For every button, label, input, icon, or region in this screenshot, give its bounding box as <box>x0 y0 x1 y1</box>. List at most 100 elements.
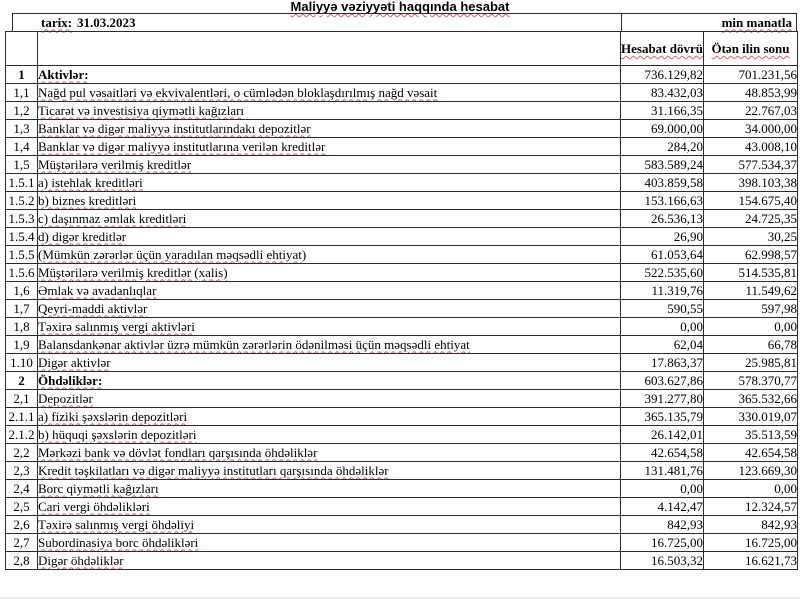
row-label: Digər aktivlər <box>37 353 621 372</box>
table-row: 2.1.1 a) fiziki şəxslərin depozitləri 365.… <box>5 407 798 426</box>
table-row: 2,2 Mərkəzi bank və dövlət fondları qarşı… <box>5 443 798 462</box>
page-title-text: Maliyyə vəziyyəti haqqında hesabat <box>290 0 510 14</box>
row-number: 1.5.4 <box>5 227 38 246</box>
row-label: c) daşınmaz əmlak kreditləri <box>37 209 621 228</box>
row-number: 2 <box>5 371 38 390</box>
row-current-value: 590,55 <box>620 299 704 318</box>
row-previous-value: 42.654,58 <box>703 443 798 462</box>
row-current-value: 0,00 <box>620 479 704 498</box>
row-number: 2,3 <box>5 461 38 480</box>
table-row: 1.5.4 d) digər kreditlər 26,90 30,25 <box>5 227 798 246</box>
row-previous-value: 22.767,03 <box>703 101 798 120</box>
unit-label-cell: min manatla <box>622 14 796 31</box>
row-current-value: 403.859,58 <box>620 173 704 192</box>
row-number: 1,4 <box>5 137 38 156</box>
row-label: Təxirə salınmış vergi aktivləri <box>37 317 621 336</box>
row-current-value: 62,04 <box>620 335 704 354</box>
table-row: 1,2 Ticarət və investisiya qiymətli kağız… <box>5 101 798 120</box>
table-row: 1,3 Banklar və digər maliyyə institutları… <box>5 119 798 138</box>
table-row: 2,5 Cari vergi öhdəlikləri 4.142,47 12.324,… <box>5 497 798 516</box>
row-label: Öhdəliklər: <box>37 371 621 390</box>
row-label: Subordinasiya borc öhdəlikləri <box>37 533 621 552</box>
row-label: Müştərilərə verilmiş kreditlər <box>37 155 621 174</box>
row-previous-value: 34.000,00 <box>703 119 798 138</box>
row-current-value: 131.481,76 <box>620 461 704 480</box>
table-row: 1.5.2 b) biznes kreditləri 153.166,63 154.6… <box>5 191 798 210</box>
row-number: 1.5.5 <box>5 245 38 264</box>
row-number: 2,2 <box>5 443 38 462</box>
row-label: b) hüquqi şəxslərin depozitləri <box>37 425 621 444</box>
row-current-value: 736.129,82 <box>620 65 704 84</box>
row-number: 2,1 <box>5 389 38 408</box>
table-row: 2 Öhdəliklər: 603.627,86 578.370,77 <box>5 371 798 390</box>
row-label: Müştərilərə verilmiş kreditlər (xalis) <box>37 263 621 282</box>
table-row: 1,1 Nağd pul vəsaitləri və ekvivalentləri… <box>5 83 798 102</box>
row-previous-value: 577.534,37 <box>703 155 798 174</box>
row-number: 1,3 <box>5 119 38 138</box>
row-number: 1,9 <box>5 335 38 354</box>
row-current-value: 842,93 <box>620 515 704 534</box>
row-current-value: 365.135,79 <box>620 407 704 426</box>
row-current-value: 16.725,00 <box>620 533 704 552</box>
header-current-period: Hesabat dövrü <box>620 31 704 66</box>
header-description-cell <box>37 31 621 66</box>
table-row: 2,3 Kredit təşkilatları və digər maliyyə … <box>5 461 798 480</box>
table-header-row: Hesabat dövrü Ötən ilin sonu <box>5 31 798 66</box>
row-label: Nağd pul vəsaitləri və ekvivalentləri, o… <box>37 83 621 102</box>
row-previous-value: 842,93 <box>703 515 798 534</box>
row-label: a) istehlak kreditləri <box>37 173 621 192</box>
table-body: 1 Aktivlər: 736.129,82 701.231,56 1,1 Nağd pu… <box>5 65 798 570</box>
row-previous-value: 330.019,07 <box>703 407 798 426</box>
row-current-value: 83.432,03 <box>620 83 704 102</box>
row-previous-value: 123.669,30 <box>703 461 798 480</box>
row-previous-value: 578.370,77 <box>703 371 798 390</box>
row-number: 1.5.2 <box>5 191 38 210</box>
row-label: b) biznes kreditləri <box>37 191 621 210</box>
row-label: Digər öhdəliklər <box>37 551 621 570</box>
row-previous-value: 43.008,10 <box>703 137 798 156</box>
row-label: a) fiziki şəxslərin depozitləri <box>37 407 621 426</box>
row-previous-value: 16.725,00 <box>703 533 798 552</box>
row-current-value: 522.535,60 <box>620 263 704 282</box>
row-current-value: 284,20 <box>620 137 704 156</box>
row-previous-value: 365.532,66 <box>703 389 798 408</box>
row-label: Qeyri-maddi aktivlər <box>37 299 621 318</box>
row-current-value: 0,00 <box>620 317 704 336</box>
meta-row: tarix: 31.03.2023 min manatla <box>12 13 797 32</box>
table-row: 1.5.6 Müştərilərə verilmiş kreditlər (xal… <box>5 263 798 282</box>
table-row: 1,7 Qeyri-maddi aktivlər 590,55 597,98 <box>5 299 798 318</box>
row-number: 2,8 <box>5 551 38 570</box>
row-number: 1 <box>5 65 38 84</box>
table-row: 1.5.3 c) daşınmaz əmlak kreditləri 26.536,… <box>5 209 798 228</box>
row-current-value: 17.863,37 <box>620 353 704 372</box>
table-row: 2,7 Subordinasiya borc öhdəlikləri 16.725,… <box>5 533 798 552</box>
row-current-value: 16.503,32 <box>620 551 704 570</box>
date-value: 31.03.2023 <box>77 14 136 30</box>
row-previous-value: 24.725,35 <box>703 209 798 228</box>
table-row: 2,1 Depozitlər 391.277,80 365.532,66 <box>5 389 798 408</box>
row-current-value: 603.627,86 <box>620 371 704 390</box>
table-row: 2,4 Borc qiymətli kağızları 0,00 0,00 <box>5 479 798 498</box>
row-label: Banklar və digər maliyyə institutlarında… <box>37 119 621 138</box>
row-label: Depozitlər <box>37 389 621 408</box>
row-label: Cari vergi öhdəlikləri <box>37 497 621 516</box>
row-label: (Mümkün zərərlər üçün yaradılan məqsədli… <box>37 245 621 264</box>
row-label: Əmlak və avadanlıqlar <box>37 281 621 300</box>
row-previous-value: 154.675,40 <box>703 191 798 210</box>
table-row: 1,8 Təxirə salınmış vergi aktivləri 0,00 0,… <box>5 317 798 336</box>
table-row: 2.1.2 b) hüquqi şəxslərin depozitləri 26.1… <box>5 425 798 444</box>
table-row: 2,8 Digər öhdəliklər 16.503,32 16.621,73 <box>5 551 798 570</box>
row-current-value: 69.000,00 <box>620 119 704 138</box>
page-bottom-edge <box>0 597 800 599</box>
header-number-cell <box>5 31 38 66</box>
row-previous-value: 0,00 <box>703 317 798 336</box>
table-row: 1.5.5 (Mümkün zərərlər üçün yaradılan məq… <box>5 245 798 264</box>
row-current-value: 4.142,47 <box>620 497 704 516</box>
row-number: 1,2 <box>5 101 38 120</box>
row-previous-value: 66,78 <box>703 335 798 354</box>
row-previous-value: 11.549,62 <box>703 281 798 300</box>
row-current-value: 583.589,24 <box>620 155 704 174</box>
row-previous-value: 398.103,38 <box>703 173 798 192</box>
row-number: 2,5 <box>5 497 38 516</box>
row-current-value: 26.142,01 <box>620 425 704 444</box>
